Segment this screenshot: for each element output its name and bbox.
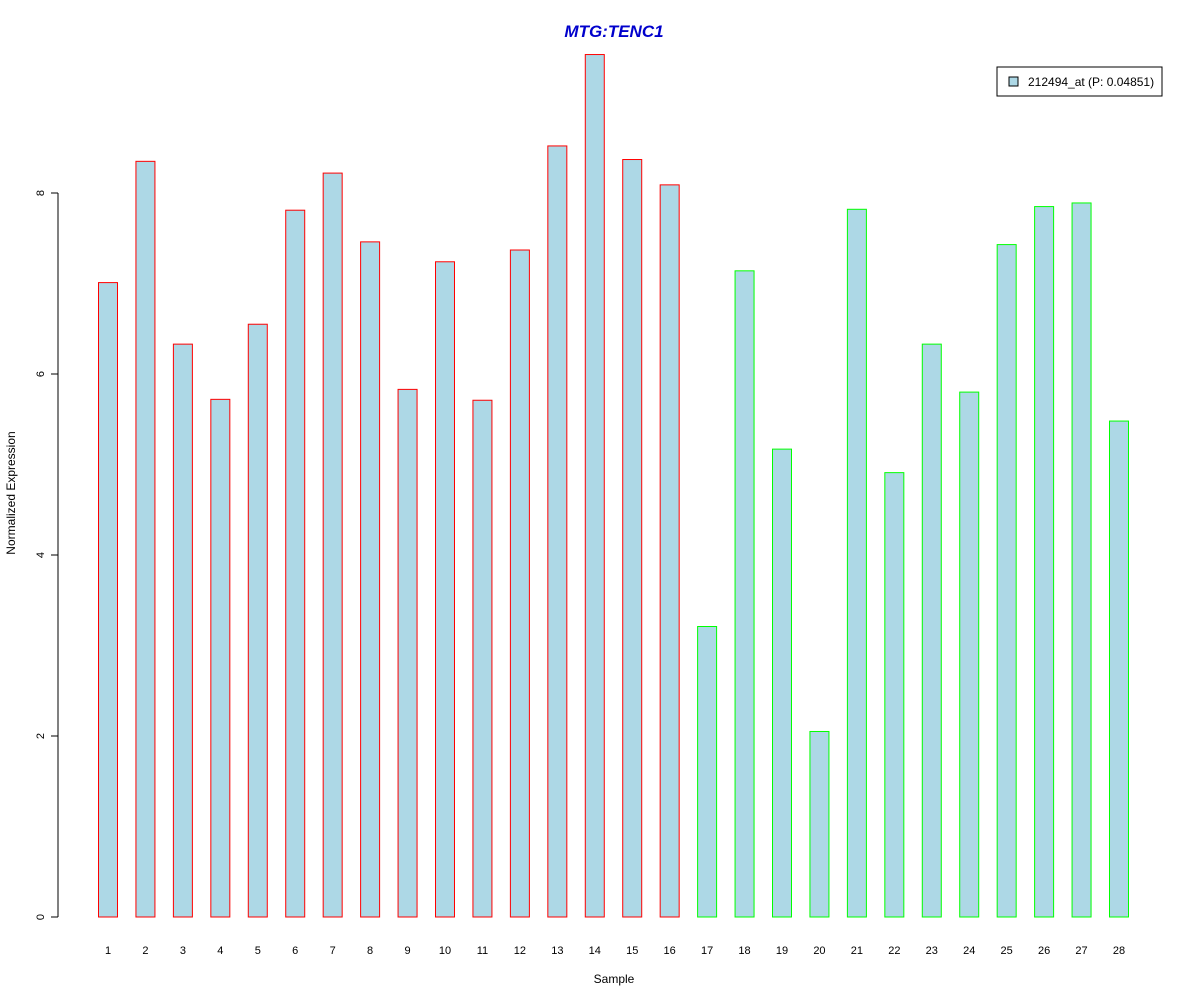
y-axis: 0 2 4 6 8 [35,190,59,920]
y-tick-label: 4 [35,552,47,558]
legend-swatch [1008,76,1019,87]
x-tick-label: 2 [142,945,148,957]
x-tick-label: 17 [701,945,713,957]
x-tick-label: 8 [367,945,373,957]
legend: 212494_at (P: 0.04851) [996,66,1163,97]
y-tick-label: 6 [35,371,47,377]
legend-entry-label: 212494_at (P: 0.04851) [1028,75,1154,89]
x-axis-tick-labels: 1 2 3 4 5 6 7 8 9 10 11 12 13 14 15 16 17 18 19 20 21 22 23 24 2… [105,945,1125,957]
bar-sample-15 [622,159,643,918]
chart-title: MTG:TENC1 [564,22,663,41]
bar-sample-20 [809,730,830,918]
bar-sample-12 [509,249,530,918]
bar-sample-27 [1071,202,1092,918]
bar-sample-23 [921,343,942,918]
bar-sample-5 [247,323,268,918]
x-tick-label: 26 [1038,945,1050,957]
bar-sample-1 [98,282,118,918]
x-tick-label: 3 [180,945,186,957]
x-tick-label: 7 [330,945,336,957]
bar-sample-17 [697,626,718,918]
x-tick-label: 4 [217,945,223,957]
bar-sample-14 [584,54,605,918]
bar-sample-2 [135,160,156,918]
bar-sample-13 [547,145,568,918]
x-tick-label: 24 [963,945,975,957]
x-tick-label: 20 [813,945,825,957]
y-tick-label: 8 [35,190,47,196]
y-tick-label: 0 [35,914,47,920]
x-tick-label: 23 [926,945,938,957]
y-axis-label: Normalized Expression [4,431,18,554]
x-tick-label: 25 [1001,945,1013,957]
bar-sample-3 [172,343,193,918]
x-tick-label: 21 [851,945,863,957]
bar-sample-16 [659,184,680,918]
bar-sample-22 [884,472,905,918]
x-tick-label: 11 [477,945,488,957]
x-tick-label: 28 [1113,945,1125,957]
bar-sample-26 [1034,206,1055,918]
x-tick-label: 6 [292,945,298,957]
bar-sample-19 [772,448,792,918]
x-tick-label: 19 [776,945,788,957]
bar-sample-6 [285,209,306,918]
x-tick-label: 27 [1075,945,1087,957]
x-tick-label: 22 [888,945,900,957]
bar-sample-21 [846,208,867,918]
bar-sample-24 [959,391,980,918]
x-axis-label: Sample [594,972,635,986]
y-tick-label: 2 [35,733,47,739]
x-tick-label: 9 [404,945,410,957]
x-tick-label: 12 [514,945,526,957]
x-tick-label: 13 [551,945,563,957]
bar-sample-7 [322,172,343,918]
x-tick-label: 16 [664,945,676,957]
x-tick-label: 5 [255,945,261,957]
bar-sample-28 [1109,420,1129,918]
bar-sample-10 [435,261,455,918]
bars [98,54,1129,918]
x-tick-label: 10 [439,945,451,957]
bar-sample-8 [360,241,381,918]
x-tick-label: 15 [626,945,638,957]
x-tick-label: 18 [738,945,750,957]
bar-sample-11 [472,399,493,918]
x-tick-label: 1 [105,945,111,957]
x-tick-label: 14 [589,945,601,957]
legend-box [996,66,1163,97]
bar-sample-25 [996,244,1017,918]
bar-sample-9 [397,388,418,918]
bar-sample-18 [734,270,755,918]
bar-sample-4 [210,398,231,918]
